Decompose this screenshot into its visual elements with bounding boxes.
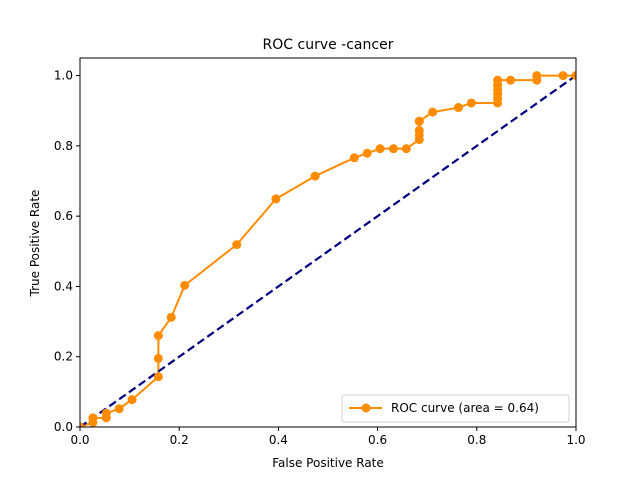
chance-reference-line xyxy=(80,74,576,427)
roc-point xyxy=(310,171,320,181)
plot-area xyxy=(80,71,576,427)
roc-point xyxy=(414,116,424,126)
roc-point xyxy=(506,75,516,85)
y-axis-label: True Positive Rate xyxy=(28,190,42,298)
y-tick-label: 0.2 xyxy=(54,350,73,364)
roc-point xyxy=(532,71,542,81)
roc-point xyxy=(101,408,111,418)
roc-point xyxy=(453,103,463,113)
roc-point xyxy=(88,413,98,423)
roc-point xyxy=(414,125,424,135)
axes: 0.0 0.2 0.4 0.6 0.8 1.0 0.0 0.2 0.4 0.6 0.8 1.0 xyxy=(54,57,586,447)
x-tick-label: 0.0 xyxy=(70,433,89,447)
roc-point xyxy=(80,422,85,427)
roc-point xyxy=(114,404,124,414)
roc-point xyxy=(558,71,568,81)
roc-point xyxy=(428,107,438,117)
roc-point xyxy=(466,98,476,108)
legend-label: ROC curve (area = 0.64) xyxy=(391,401,539,415)
x-tick-label: 1.0 xyxy=(566,433,585,447)
x-axis-label: False Positive Rate xyxy=(272,456,384,470)
roc-point xyxy=(166,312,176,322)
roc-point xyxy=(153,331,163,341)
roc-point xyxy=(375,144,385,154)
roc-point xyxy=(493,75,503,85)
roc-point xyxy=(362,148,372,158)
roc-point xyxy=(232,240,242,250)
roc-point xyxy=(180,280,190,290)
roc-point xyxy=(388,144,398,154)
roc-point xyxy=(401,144,411,154)
x-tick-label: 0.4 xyxy=(269,433,288,447)
roc-point xyxy=(127,395,137,405)
x-tick-label: 0.8 xyxy=(467,433,486,447)
chart-title: ROC curve -cancer xyxy=(263,37,394,53)
legend: ROC curve (area = 0.64) xyxy=(341,394,570,423)
x-tick-label: 0.6 xyxy=(368,433,387,447)
y-tick-label: 0.0 xyxy=(54,420,73,434)
axes-frame xyxy=(79,57,577,428)
plot-clipped xyxy=(80,71,576,427)
roc-point xyxy=(153,372,163,382)
roc-point xyxy=(571,71,576,81)
y-tick-label: 0.6 xyxy=(54,209,73,223)
roc-point xyxy=(271,194,281,204)
legend-dot-marker xyxy=(361,403,371,413)
legend-box xyxy=(341,394,570,423)
roc-point xyxy=(153,353,163,363)
x-tick-label: 0.2 xyxy=(170,433,189,447)
roc-point xyxy=(349,153,359,163)
y-tick-label: 0.4 xyxy=(54,279,73,293)
y-tick-label: 1.0 xyxy=(54,69,73,83)
y-tick-label: 0.8 xyxy=(54,139,73,153)
